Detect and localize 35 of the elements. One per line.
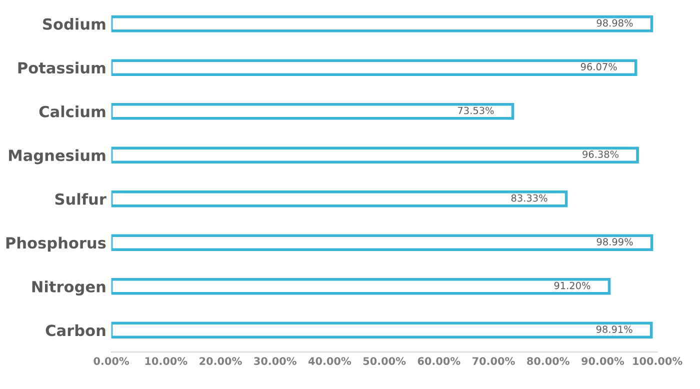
y-tick-label: Sulfur: [55, 193, 106, 205]
x-tick-label: 90.00%: [582, 357, 624, 365]
y-tick-label: Sodium: [43, 18, 106, 30]
data-label: 98.98%: [596, 19, 633, 27]
x-tick-label: 0.00%: [94, 357, 130, 365]
y-tick-label: Calcium: [39, 106, 106, 118]
y-tick-label: Potassium: [18, 62, 106, 74]
data-label: 73.53%: [458, 106, 494, 114]
x-tick-label: 100.00%: [633, 357, 682, 365]
data-label: 96.38%: [582, 150, 619, 158]
x-tick-label: 10.00%: [145, 357, 188, 365]
bar: [111, 146, 639, 164]
x-tick-label: 50.00%: [363, 357, 406, 365]
data-label: 83.33%: [511, 194, 548, 202]
y-tick-label: Magnesium: [9, 149, 106, 164]
bar: [111, 234, 654, 252]
bar: [111, 322, 653, 339]
x-tick-label: 80.00%: [527, 357, 570, 365]
data-label: 98.91%: [596, 326, 632, 333]
bar: [111, 59, 638, 76]
y-tick-label: Carbon: [46, 324, 106, 336]
bar: [111, 15, 654, 32]
x-tick-label: 60.00%: [418, 357, 460, 365]
x-tick-label: 70.00%: [472, 357, 515, 365]
y-tick-label: Nitrogen: [32, 280, 106, 296]
bar: [111, 278, 611, 295]
bar: [111, 190, 568, 208]
x-tick-label: 30.00%: [254, 357, 296, 365]
data-label: 98.99%: [596, 238, 633, 246]
x-tick-label: 40.00%: [308, 357, 352, 365]
data-label: 96.07%: [580, 63, 617, 70]
data-label: 91.20%: [554, 282, 590, 290]
x-tick-label: 20.00%: [200, 357, 242, 365]
y-tick-label: Phosphorus: [6, 236, 106, 252]
bar: [111, 102, 514, 120]
